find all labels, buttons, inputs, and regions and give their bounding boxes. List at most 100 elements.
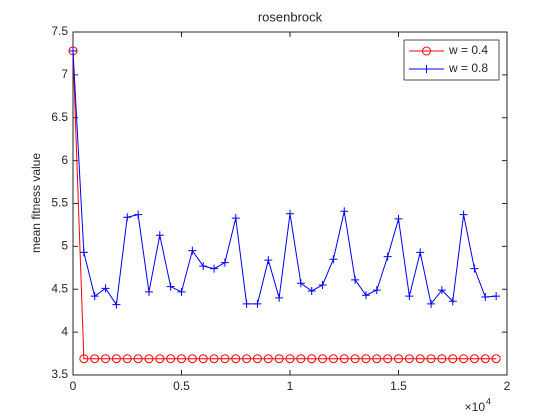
marker — [459, 210, 468, 219]
marker — [144, 354, 154, 364]
marker — [339, 354, 349, 364]
marker — [405, 292, 414, 301]
marker — [351, 275, 360, 284]
y-axis-label: mean fitness value — [29, 153, 43, 253]
marker — [459, 354, 469, 364]
marker — [470, 264, 479, 273]
marker — [481, 292, 490, 301]
marker — [394, 214, 403, 223]
legend-label: w = 0.4 — [448, 43, 488, 57]
marker — [198, 354, 208, 364]
x-tick-label: 2 — [504, 379, 511, 393]
x-tick-label: 1.5 — [390, 379, 407, 393]
marker — [383, 252, 392, 261]
marker — [480, 354, 490, 364]
marker — [79, 248, 88, 257]
marker — [394, 354, 403, 364]
marker — [90, 354, 100, 364]
marker — [296, 279, 305, 288]
legend-label: w = 0.8 — [448, 61, 488, 75]
marker — [427, 299, 436, 308]
marker — [188, 246, 197, 255]
marker — [242, 299, 251, 308]
marker — [492, 292, 501, 301]
legend-box — [403, 39, 500, 81]
marker — [111, 354, 121, 364]
marker — [350, 354, 360, 364]
marker — [101, 284, 110, 293]
marker — [122, 354, 132, 364]
marker — [231, 214, 240, 223]
marker — [242, 354, 252, 364]
chart-title: rosenbrock — [258, 9, 323, 24]
marker — [448, 354, 458, 364]
y-tick-label: 7 — [61, 67, 68, 81]
marker — [318, 354, 328, 364]
legend: w = 0.4 w = 0.8 — [403, 39, 500, 81]
marker — [329, 255, 338, 264]
marker — [166, 354, 176, 364]
series-line — [72, 50, 497, 307]
marker — [155, 231, 164, 240]
marker — [187, 354, 197, 364]
marker — [426, 354, 436, 364]
x-multiplier: ×10 — [465, 400, 486, 414]
marker — [274, 354, 284, 364]
legend-marker — [422, 65, 431, 73]
y-tick-label: 4.5 — [51, 281, 68, 295]
marker — [296, 354, 306, 364]
y-tick-label: 6 — [61, 153, 68, 167]
marker — [210, 264, 219, 273]
marker — [144, 287, 153, 296]
marker — [253, 299, 262, 308]
marker — [416, 248, 425, 257]
marker — [79, 354, 89, 364]
series-line — [72, 50, 497, 360]
marker — [286, 209, 294, 218]
x-tick-label: 0.5 — [173, 379, 190, 393]
marker — [437, 354, 447, 364]
marker — [133, 354, 143, 364]
marker — [101, 354, 111, 364]
y-tick-label: 3.5 — [51, 367, 68, 381]
y-tick-label: 7.5 — [51, 24, 68, 38]
marker — [275, 293, 284, 302]
marker — [437, 286, 446, 295]
marker — [404, 354, 414, 364]
y-tick-label: 4 — [61, 324, 68, 338]
y-tick-label: 5.5 — [51, 196, 68, 210]
marker — [252, 354, 262, 364]
axes-box — [72, 31, 508, 376]
marker — [469, 354, 479, 364]
marker — [383, 354, 393, 364]
y-tick-label: 5 — [61, 239, 68, 253]
marker — [361, 354, 371, 364]
marker — [307, 286, 316, 295]
marker — [328, 354, 338, 364]
marker — [491, 354, 501, 364]
marker — [263, 354, 273, 364]
marker — [415, 354, 425, 364]
marker — [285, 354, 295, 364]
x-tick-label: 0 — [70, 379, 77, 393]
marker — [231, 354, 241, 364]
plot-area — [73, 32, 507, 375]
x-multiplier-exp: 4 — [486, 396, 491, 406]
marker — [177, 287, 186, 296]
marker — [361, 291, 370, 300]
y-tick-label: 6.5 — [51, 110, 68, 124]
marker — [90, 292, 99, 301]
marker — [307, 354, 317, 364]
marker — [69, 46, 77, 55]
marker — [155, 354, 165, 364]
marker — [318, 280, 327, 289]
marker — [220, 258, 229, 267]
marker — [123, 213, 132, 222]
marker — [448, 297, 457, 306]
marker — [264, 256, 273, 265]
marker — [112, 300, 121, 309]
marker — [372, 354, 382, 364]
marker — [340, 207, 349, 216]
marker — [209, 354, 219, 364]
